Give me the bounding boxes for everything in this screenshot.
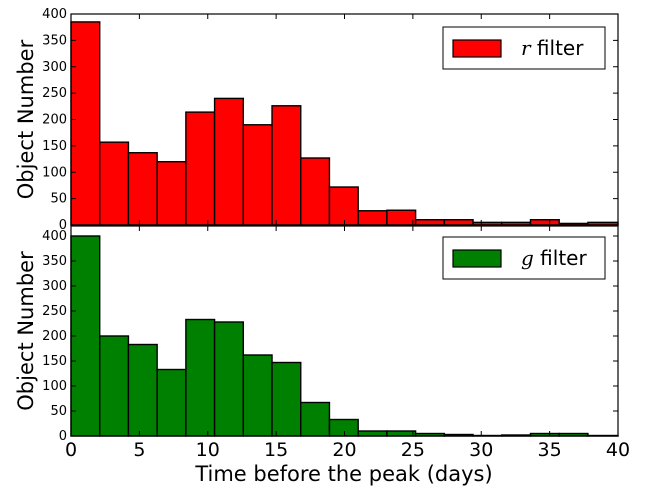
y-tick-label: 150 — [42, 139, 67, 154]
legend-suffix: filter — [534, 246, 588, 270]
y-tick-label: 300 — [42, 60, 67, 75]
y-tick-label: 200 — [42, 329, 67, 344]
histogram-bar — [242, 354, 273, 437]
x-tick-label: 25 — [401, 439, 425, 461]
legend: g filter — [442, 236, 606, 280]
y-tick-label: 150 — [42, 354, 67, 369]
histogram-bar — [127, 343, 158, 437]
legend-variable: r — [521, 36, 532, 60]
histogram-bar — [156, 160, 187, 226]
r-filter-panel: 0 50 100 150 200 250 300 350 400 Object Number r f… — [14, 7, 619, 233]
histogram-bar — [185, 111, 216, 226]
x-tick-label: 15 — [264, 439, 288, 461]
y-tick-label: 250 — [42, 304, 67, 319]
g-filter-panel: 0 50 100 150 200 250 300 350 400 0 5 10 15 20 25 30 35 40… — [14, 225, 630, 461]
histogram-bar — [328, 418, 359, 437]
y-tick-label: 400 — [42, 7, 67, 22]
histogram-bar — [185, 318, 216, 437]
x-tick-label: 0 — [65, 439, 77, 461]
y-tick-label: 0 — [59, 218, 67, 233]
y-axis-label: Object Number — [14, 39, 38, 199]
y-tick-label: 250 — [42, 86, 67, 101]
x-tick-label: 10 — [196, 439, 220, 461]
x-axis-label: Time before the peak (days) — [194, 462, 492, 486]
histogram-bar — [386, 430, 417, 437]
y-tick-label: 100 — [42, 165, 67, 180]
legend-swatch — [452, 249, 502, 268]
histogram-bar — [70, 21, 101, 226]
histogram-bar — [300, 157, 331, 226]
histogram-bar — [357, 210, 388, 226]
legend-variable: g — [521, 246, 534, 270]
histogram-bar — [156, 368, 187, 437]
histogram-bar — [99, 141, 130, 226]
histogram-bar — [386, 209, 417, 226]
legend: r filter — [442, 26, 606, 70]
histogram-bar — [242, 124, 273, 226]
histogram-bar — [414, 219, 446, 226]
histogram-bar — [300, 401, 331, 437]
y-tick-label: 350 — [42, 254, 67, 269]
histogram-bar — [99, 335, 130, 437]
x-tick-label: 20 — [332, 439, 356, 461]
y-tick-label: 200 — [42, 113, 67, 128]
x-tick-label: 40 — [606, 439, 630, 461]
legend-label: r filter — [521, 36, 584, 60]
histogram-bar — [127, 152, 158, 226]
histogram-bar — [271, 105, 302, 226]
histogram-bar — [529, 219, 560, 226]
y-axis-label: Object Number — [14, 251, 38, 411]
y-tick-label: 50 — [50, 192, 67, 207]
y-tick-label: 0 — [59, 429, 67, 444]
histogram-bar — [443, 219, 474, 226]
histogram-bar — [213, 321, 245, 437]
y-tick-label: 50 — [50, 404, 67, 419]
legend-swatch — [452, 39, 502, 58]
y-tick-label: 100 — [42, 379, 67, 394]
y-tick-label: 300 — [42, 279, 67, 294]
legend-label: g filter — [521, 246, 587, 270]
x-tick-label: 5 — [133, 439, 145, 461]
histogram-bar — [213, 97, 245, 226]
histogram-bar — [328, 186, 359, 226]
legend-suffix: filter — [531, 36, 585, 60]
x-tick-label: 35 — [538, 439, 562, 461]
histogram-bar — [271, 361, 302, 437]
histogram-bar — [357, 430, 388, 437]
x-tick-label: 30 — [469, 439, 493, 461]
y-tick-label: 400 — [42, 229, 67, 244]
y-tick-label: 350 — [42, 33, 67, 48]
